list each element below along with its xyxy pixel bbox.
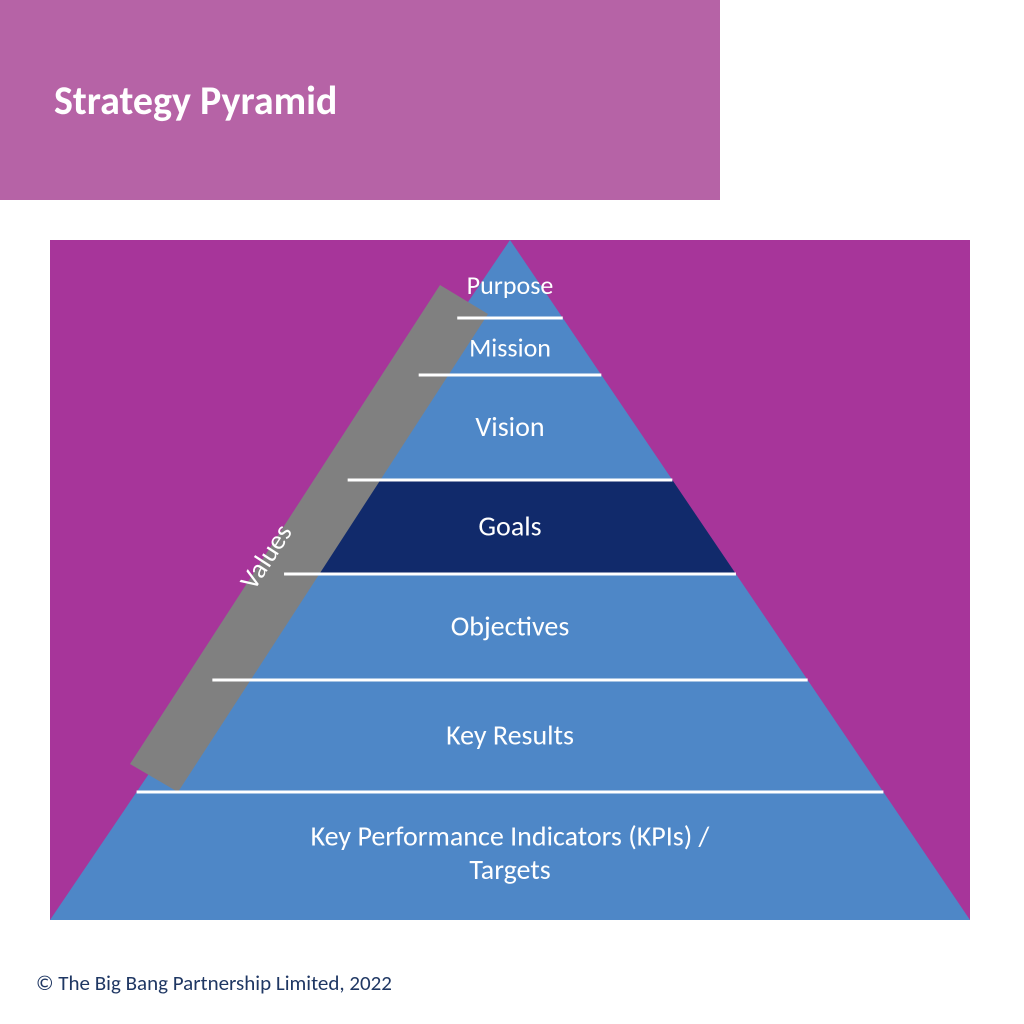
pyramid-label-5: Key Results [446, 718, 574, 753]
strategy-pyramid: Purpose Mission Vision Goals Objectives Key R… [50, 240, 970, 920]
header-band: Strategy Pyramid [0, 0, 720, 200]
pyramid-label-3: Goals [478, 509, 541, 544]
pyramid-label-1: Mission [469, 332, 551, 364]
diagram-panel: Purpose Mission Vision Goals Objectives Key R… [50, 240, 970, 920]
copyright-text: © The Big Bang Partnership Limited, 2022 [36, 970, 392, 996]
pyramid-label-2: Vision [475, 409, 544, 444]
pyramid-label-0: Purpose [467, 269, 554, 301]
pyramid-label-4: Objectives [451, 609, 570, 644]
page-title: Strategy Pyramid [54, 76, 337, 125]
